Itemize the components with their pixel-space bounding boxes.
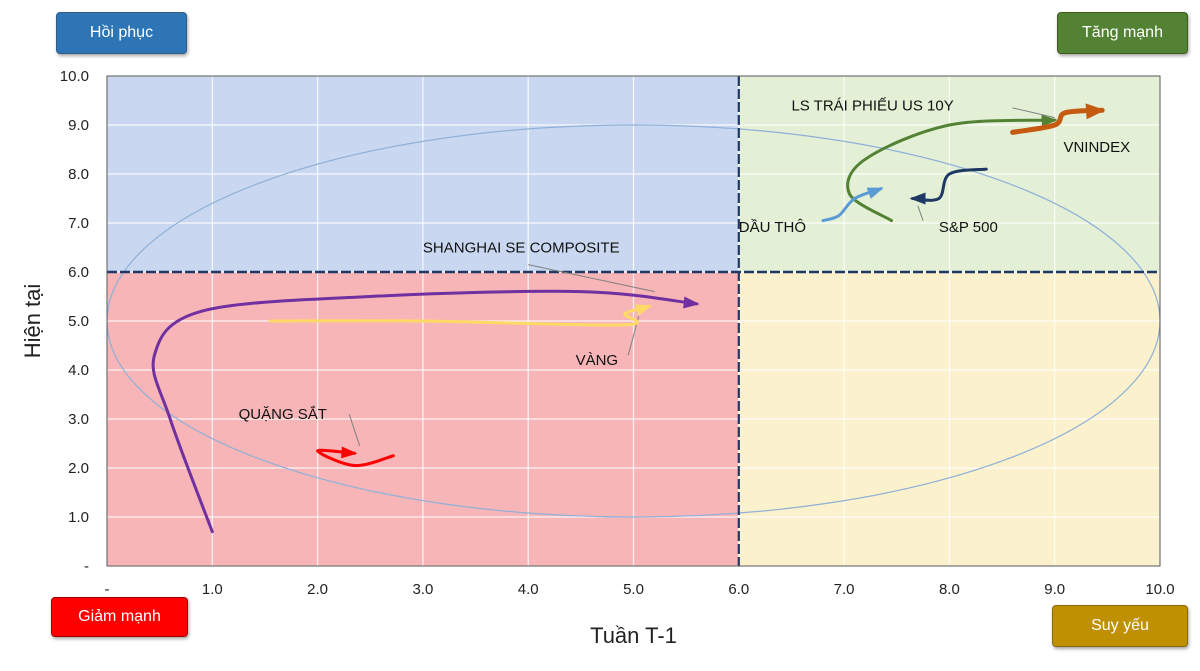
x-tick-label: 5.0 <box>623 581 644 598</box>
x-tick-label: 9.0 <box>1044 581 1065 598</box>
series-label-ls-trai-phieu-us-10y: LS TRÁI PHIẾU US 10Y <box>791 97 953 114</box>
series-arrowhead-quang-sat <box>341 446 358 459</box>
y-tick-label: 7.0 <box>68 215 89 232</box>
series-line-quang-sat <box>316 448 395 468</box>
quadrant-dividers <box>107 76 1160 566</box>
x-axis-title: Tuần T-1 <box>590 623 677 648</box>
x-tick-label: 8.0 <box>939 581 960 598</box>
series-lines <box>151 103 1106 534</box>
series-label-vnindex: VNINDEX <box>1063 139 1130 156</box>
y-axis-ticks: - 1.0 2.0 3.0 4.0 5.0 6.0 7.0 8.0 9.0 10.0 <box>60 68 89 575</box>
badge-hoi-phuc: Hồi phục <box>56 12 187 54</box>
plot-border <box>106 75 1161 567</box>
y-tick-label: 1.0 <box>68 509 89 526</box>
series-label-quang-sat: QUẶNG SẮT <box>239 405 327 423</box>
x-tick-label: 7.0 <box>834 581 855 598</box>
x-tick-label: - <box>105 581 110 598</box>
leader-shanghai-se-composite <box>528 264 655 293</box>
series-arrowhead-vang <box>635 304 653 316</box>
x-tick-label: 6.0 <box>728 581 749 598</box>
badge-suy-yeu: Suy yếu <box>1052 605 1188 647</box>
ellipse-guide <box>107 124 1160 518</box>
guide-ellipse <box>107 124 1160 518</box>
y-axis-title: Hiện tại <box>20 284 45 359</box>
leader-ls-trai-phieu-us-10y <box>1012 107 1055 119</box>
series-arrowhead-s-p-500 <box>909 192 926 205</box>
y-tick-label: 4.0 <box>68 362 89 379</box>
y-tick-label: 9.0 <box>68 117 89 134</box>
x-axis-ticks: - 1.0 2.0 3.0 4.0 5.0 6.0 7.0 8.0 9.0 10.0 <box>105 581 1175 598</box>
leader-quang-sat <box>348 413 361 447</box>
leader-s-p-500 <box>917 205 924 221</box>
series-arrowhead-vnindex <box>1085 103 1106 120</box>
series-line-vnindex <box>1010 107 1105 135</box>
x-tick-label: 4.0 <box>518 581 539 598</box>
y-tick-label: 10.0 <box>60 68 89 85</box>
series-labels: SHANGHAI SE COMPOSITE VÀNG QUẶNG SẮT LS TRÁ… <box>239 97 1131 423</box>
series-label-dau-tho: DẦU THÔ <box>739 219 806 236</box>
y-tick-label: 2.0 <box>68 460 89 477</box>
y-tick-label: 8.0 <box>68 166 89 183</box>
y-tick-label: - <box>84 558 89 575</box>
series-arrowhead-dau-tho <box>866 187 884 199</box>
series-label-shanghai-se-composite: SHANGHAI SE COMPOSITE <box>423 240 620 257</box>
badge-giam-manh: Giảm mạnh <box>51 597 188 637</box>
series-arrowhead-shanghai-se-composite <box>683 296 700 309</box>
series-label-s-p-500: S&P 500 <box>939 219 998 236</box>
x-tick-label: 3.0 <box>412 581 433 598</box>
x-tick-label: 10.0 <box>1145 581 1174 598</box>
series-line-shanghai-se-composite <box>151 289 699 534</box>
x-tick-label: 2.0 <box>307 581 328 598</box>
series-label-vang: VÀNG <box>576 352 619 369</box>
y-tick-label: 3.0 <box>68 411 89 428</box>
x-tick-label: 1.0 <box>202 581 223 598</box>
y-tick-label: 5.0 <box>68 313 89 330</box>
y-tick-label: 6.0 <box>68 264 89 281</box>
series-line-vang <box>268 304 651 327</box>
series-arrowhead-ls-trai-phieu-us-10y <box>1041 114 1058 127</box>
badge-tang-manh: Tăng mạnh <box>1057 12 1188 54</box>
